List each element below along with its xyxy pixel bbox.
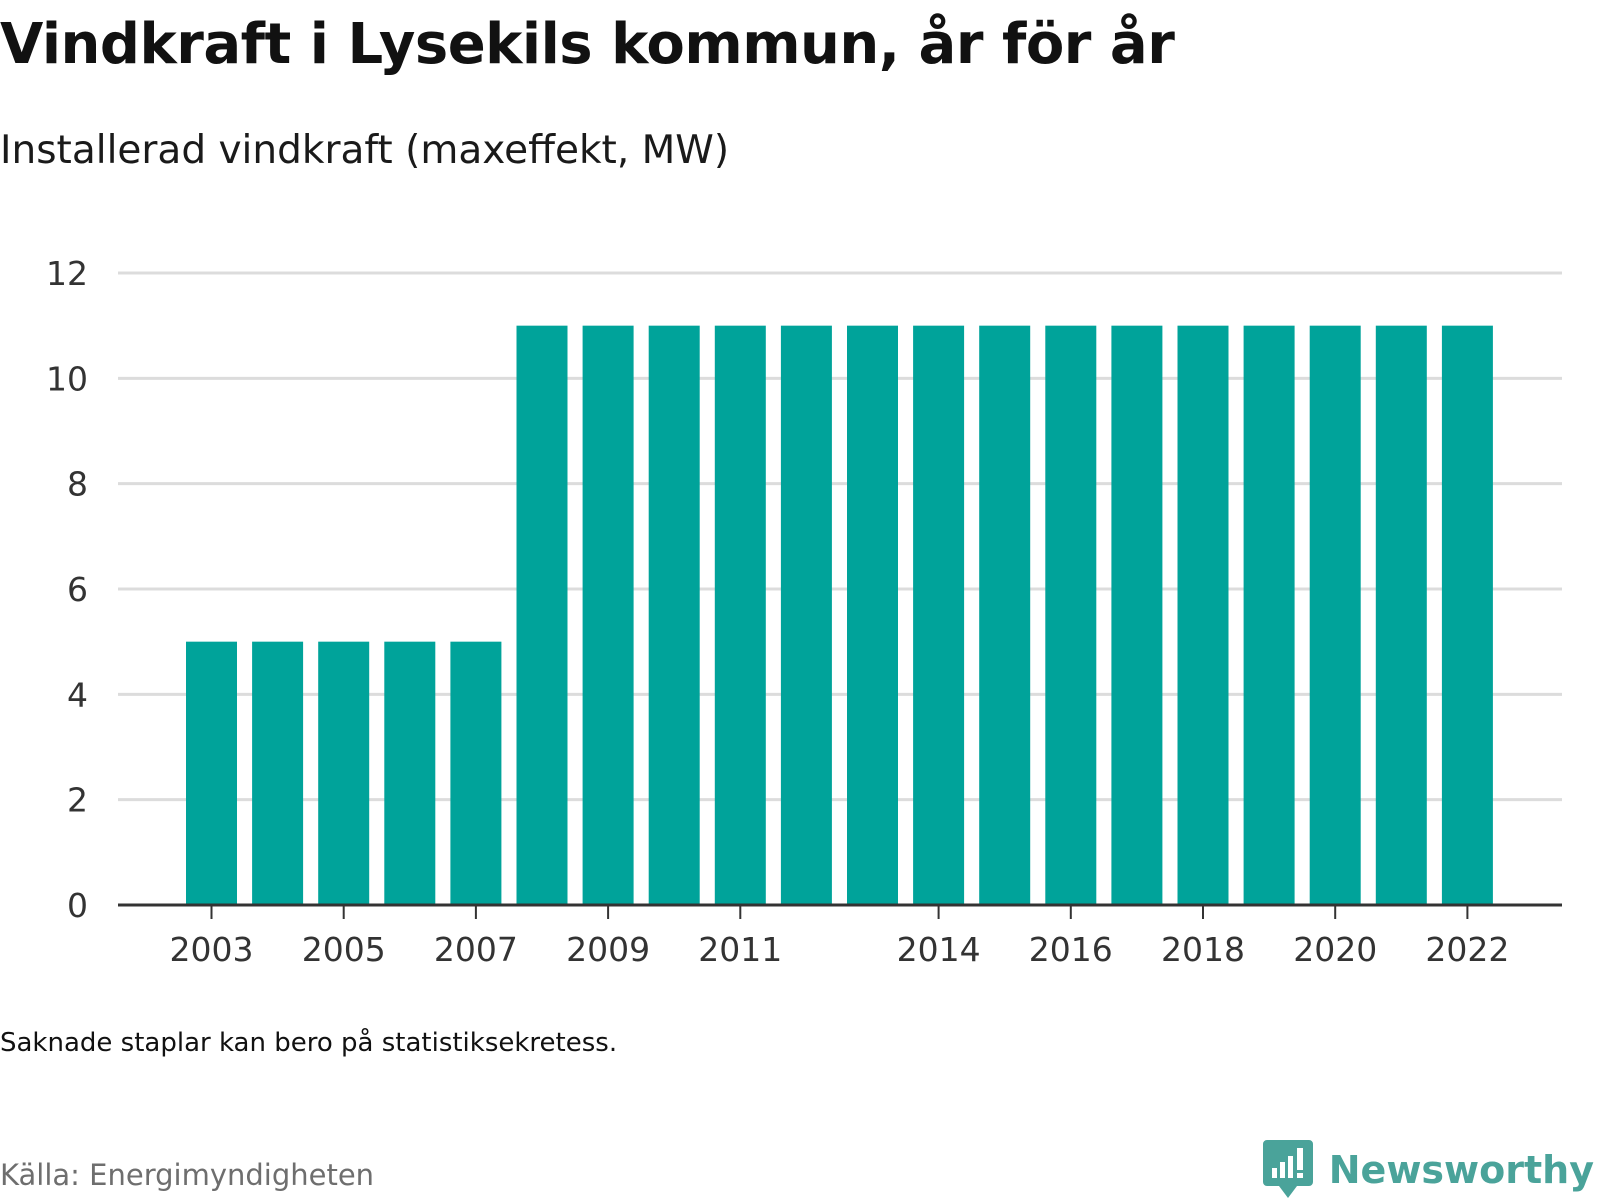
x-tick-label: 2007 [434, 930, 518, 969]
x-tick-label: 2020 [1293, 930, 1377, 969]
bar [186, 641, 237, 905]
bar [780, 325, 832, 906]
x-tick-label: 2009 [566, 930, 650, 969]
x-axis-ticks: 2003 2005 2007 2009 2011 2014 2016 2018 2020 2022 [170, 905, 1509, 969]
y-axis-ticks: 0 2 4 6 8 10 12 [46, 254, 88, 925]
x-tick-label: 2018 [1161, 930, 1245, 969]
bar [1177, 325, 1229, 906]
footnote: Saknade staplar kan bero på statistiksek… [0, 1028, 618, 1058]
bar [1111, 325, 1163, 906]
x-tick-label: 2005 [302, 930, 386, 969]
y-tick-label: 6 [67, 570, 88, 609]
y-tick-label: 8 [67, 465, 88, 504]
bar [318, 641, 370, 905]
x-tick-label: 2022 [1425, 930, 1509, 969]
bar [516, 325, 568, 906]
bar [979, 325, 1031, 906]
x-tick-label: 2016 [1029, 930, 1113, 969]
newsworthy-logo-icon [1262, 1140, 1313, 1198]
brand-name: Newsworthy [1328, 1148, 1594, 1192]
bar [582, 325, 634, 906]
bar [1243, 325, 1295, 906]
bar [1309, 325, 1361, 906]
chart-title: Vindkraft i Lysekils kommun, år för år [0, 12, 1175, 77]
y-tick-label: 12 [46, 254, 88, 293]
source-text: Källa: Energimyndigheten [0, 1158, 375, 1192]
bar [1045, 325, 1097, 906]
bar [1441, 325, 1493, 906]
bar [714, 325, 766, 906]
brand-logo[interactable]: Newsworthy [1262, 1140, 1594, 1200]
chart-subtitle: Installerad vindkraft (maxeffekt, MW) [0, 128, 730, 173]
bar [252, 641, 304, 905]
bar [847, 325, 898, 906]
bar [384, 641, 436, 905]
y-tick-label: 4 [67, 675, 88, 714]
x-tick-label: 2011 [698, 930, 782, 969]
bar [1375, 325, 1427, 906]
y-tick-label: 2 [67, 781, 88, 820]
bars [186, 325, 1493, 906]
bar [913, 325, 965, 906]
bar [450, 641, 502, 905]
x-tick-label: 2003 [170, 930, 254, 969]
y-tick-label: 10 [46, 359, 88, 398]
x-tick-label: 2014 [897, 930, 981, 969]
y-tick-label: 0 [67, 886, 88, 925]
bar [648, 325, 700, 906]
